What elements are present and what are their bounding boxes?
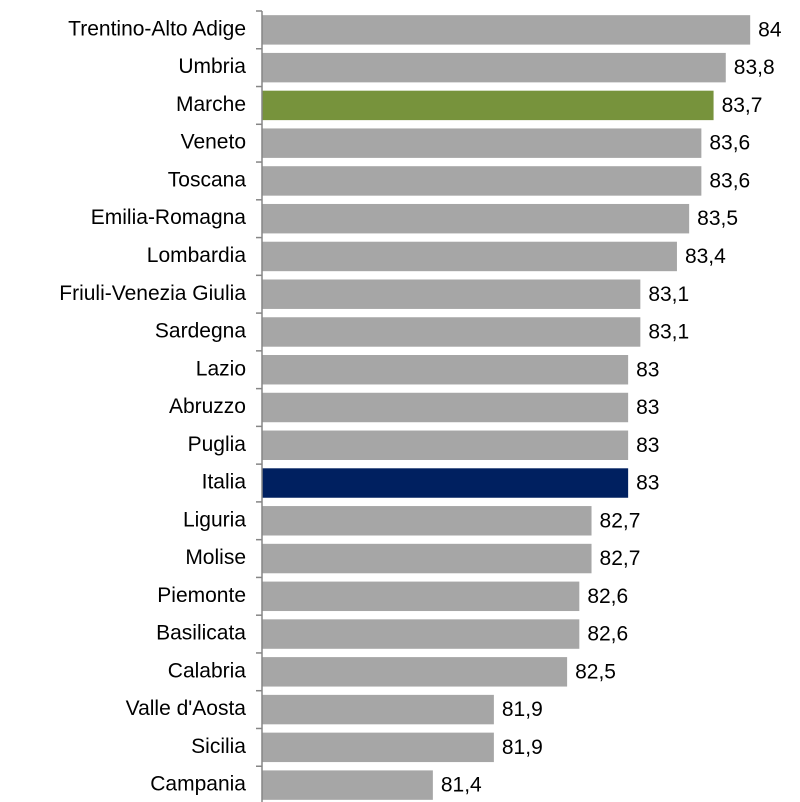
bar <box>262 506 592 536</box>
category-label: Puglia <box>188 433 247 456</box>
category-label: Lazio <box>196 357 246 380</box>
category-label: Toscana <box>168 168 247 191</box>
bar <box>262 430 629 460</box>
category-label: Campania <box>150 773 246 796</box>
category-label: Sardegna <box>155 320 246 343</box>
category-label: Basilicata <box>156 622 246 645</box>
bar <box>262 770 433 800</box>
bar <box>262 732 494 763</box>
value-label: 82,7 <box>600 547 641 570</box>
value-label: 82,6 <box>587 623 628 646</box>
category-label: Valle d'Aosta <box>126 697 247 720</box>
bar <box>262 468 629 498</box>
category-label: Italia <box>202 471 247 494</box>
category-label: Umbria <box>178 55 246 78</box>
value-label: 83,1 <box>648 321 689 344</box>
category-label: Friuli-Venezia Giulia <box>59 282 246 305</box>
value-label: 84 <box>758 18 782 41</box>
bar <box>262 90 714 121</box>
bar <box>262 241 677 272</box>
bar <box>262 392 629 423</box>
category-label: Abruzzo <box>169 395 246 418</box>
value-label: 81,4 <box>441 774 482 797</box>
category-label: Liguria <box>183 508 246 531</box>
value-label: 83,1 <box>648 283 689 306</box>
value-label: 81,9 <box>502 736 543 759</box>
category-label: Calabria <box>168 659 247 682</box>
bar <box>262 15 751 45</box>
bar <box>262 581 580 612</box>
bar <box>262 128 702 158</box>
bar <box>262 694 494 725</box>
value-label: 83,4 <box>685 245 726 268</box>
value-label: 82,5 <box>575 660 616 683</box>
value-label: 81,9 <box>502 698 543 721</box>
value-label: 82,6 <box>587 585 628 608</box>
value-label: 83,6 <box>709 169 750 192</box>
bar <box>262 317 641 347</box>
category-label: Molise <box>185 546 246 569</box>
value-label: 83 <box>636 434 659 457</box>
category-label: Veneto <box>181 131 246 154</box>
bar <box>262 619 580 649</box>
category-label: Trentino-Alto Adige <box>68 17 246 40</box>
category-label: Sicilia <box>191 735 246 758</box>
value-label: 83,7 <box>722 94 763 117</box>
category-label: Lombardia <box>147 244 247 267</box>
bar <box>262 543 592 574</box>
value-label: 83 <box>636 396 659 419</box>
category-label: Emilia-Romagna <box>91 206 247 229</box>
value-label: 83,5 <box>697 207 738 230</box>
category-label: Marche <box>176 93 246 116</box>
bar <box>262 279 641 309</box>
bar <box>262 203 690 234</box>
category-label: Piemonte <box>157 584 246 607</box>
value-label: 82,7 <box>600 509 641 532</box>
bar <box>262 166 702 196</box>
value-label: 83,6 <box>709 132 750 155</box>
value-label: 83 <box>636 358 659 381</box>
bar <box>262 52 726 83</box>
bar <box>262 657 568 687</box>
bar <box>262 355 629 385</box>
value-label: 83,8 <box>734 56 775 79</box>
value-label: 83 <box>636 472 659 495</box>
